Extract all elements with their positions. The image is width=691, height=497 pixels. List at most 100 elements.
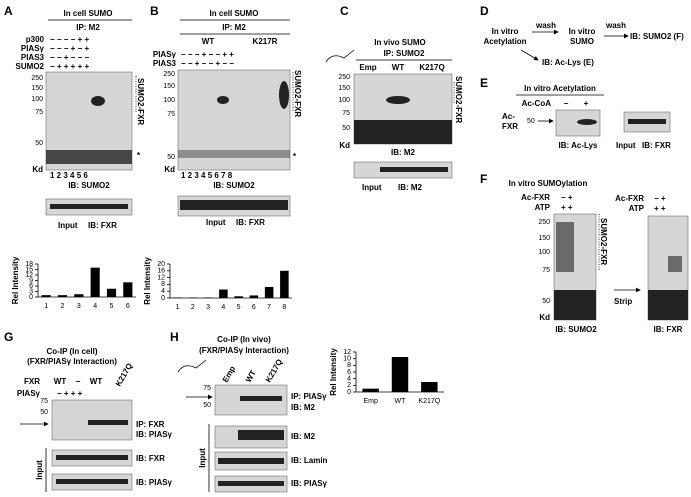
header: In cell SUMO: [64, 9, 113, 18]
panel-c: C In vivo SUMO IP: SUMO2 Emp WT K217Q 25…: [325, 4, 463, 192]
ib-label: IB: M2: [398, 183, 423, 192]
y-tick-label: 12: [343, 349, 351, 356]
ib-label: IB: SUMO2: [555, 325, 597, 334]
step: In vitro: [492, 27, 519, 36]
ib-label: IB: M2: [291, 403, 316, 412]
row-label: SUMO2: [16, 62, 45, 71]
y-tick-label: 0: [347, 389, 351, 396]
header: In vitro Acetylation: [524, 84, 596, 93]
marker: 75: [167, 111, 175, 118]
row-signs: − − + − − + − −: [181, 59, 234, 68]
x-tick-label: 3: [206, 304, 210, 311]
bar: [249, 295, 259, 298]
y-tick-label: 12: [25, 272, 33, 279]
x-tick-label: 3: [77, 303, 81, 310]
marker: Kd: [164, 165, 175, 174]
marker: 50: [527, 118, 535, 125]
ib-label: IB: SUMO2: [213, 181, 255, 190]
row-signs: − − + − − −: [50, 53, 89, 62]
bar: [280, 270, 289, 298]
bar: [74, 294, 84, 297]
marker: Kd: [339, 141, 350, 150]
star: *: [293, 152, 297, 161]
panel-letter: G: [4, 330, 13, 344]
row-signs: + +: [654, 204, 666, 213]
sign: +: [584, 99, 589, 108]
panel-letter: C: [340, 4, 349, 18]
marker: 50: [167, 154, 175, 161]
marker: 75: [40, 398, 48, 405]
row-label: ATP: [629, 204, 645, 213]
ib-label: IB: FXR: [654, 325, 683, 334]
header: Co-IP (In vivo): [217, 335, 271, 344]
row-label: PIAS3: [153, 59, 177, 68]
x-tick-label: Emp: [363, 398, 378, 405]
header: In cell SUMO: [210, 9, 259, 18]
y-tick-label: 6: [347, 369, 351, 376]
panel-letter: B: [150, 4, 159, 18]
x-tick-label: 5: [237, 304, 241, 311]
y-tick-label: 8: [161, 281, 165, 288]
ib-label: IB: PIASγ: [136, 430, 173, 439]
bar: [391, 357, 409, 392]
row-label: PIASγ: [21, 44, 45, 53]
group-label: WT: [202, 37, 215, 46]
y-tick-label: 2: [347, 382, 351, 389]
y-tick-label: 4: [161, 288, 165, 295]
ib-label: IB: FXR: [136, 454, 165, 463]
panel-d: D In vitro Acetylation wash In vitro SUM…: [480, 4, 684, 67]
input-label: Input: [206, 218, 226, 227]
marker: 75: [342, 110, 350, 117]
row-signs: + +: [561, 203, 573, 212]
x-tick-label: 2: [61, 303, 65, 310]
band-label: SUMO2-FXR: [136, 78, 145, 125]
marker: 75: [35, 109, 43, 116]
bar: [234, 296, 243, 298]
panel-letter: F: [480, 172, 487, 186]
panel-e: E In vitro Acetylation Ac-CoA − + Ac- FX…: [480, 76, 671, 150]
y-tick-label: 0: [161, 295, 165, 302]
bar: [264, 286, 274, 298]
bar: [219, 289, 228, 298]
y-tick-label: 16: [157, 268, 165, 275]
step: Acetylation: [483, 37, 526, 46]
y-tick-label: 8: [347, 362, 351, 369]
panel-letter: D: [480, 4, 489, 18]
y-tick-label: 20: [157, 261, 165, 268]
sign: −: [564, 99, 569, 108]
header: Co-IP (In cell): [47, 347, 98, 356]
blot: [177, 69, 291, 171]
row-signs: − − − + − +: [50, 44, 89, 53]
input-label: Input: [58, 221, 78, 230]
ib-label: IB: FXR: [236, 218, 265, 227]
marker: 150: [163, 83, 175, 90]
x-tick-label: 6: [252, 304, 256, 311]
row-label: p300: [26, 35, 45, 44]
row-signs: − +: [654, 194, 666, 203]
row-signs: − − − − + +: [50, 35, 89, 44]
marker: 250: [538, 219, 550, 226]
y-axis-label: Rel Intensity: [329, 348, 338, 396]
lane-label: −: [76, 377, 81, 386]
ip-label: IP: SUMO2: [384, 49, 425, 58]
bar: [106, 288, 117, 297]
ib-label: IB: SUMO2: [68, 181, 110, 190]
ib-label: IB: FXR: [88, 221, 117, 230]
marker: 250: [31, 75, 43, 82]
y-tick-label: 6: [29, 283, 33, 290]
wash: wash: [605, 21, 626, 30]
marker: 100: [163, 97, 175, 104]
bar: [57, 295, 68, 297]
x-tick-label: 4: [93, 303, 97, 310]
y-tick-label: 0: [29, 294, 33, 301]
x-tick-label: 5: [110, 303, 114, 310]
wash: wash: [535, 21, 556, 30]
y-tick-label: 15: [25, 266, 33, 273]
y-tick-label: 10: [343, 356, 351, 363]
panel-b: B In cell SUMO IP: M2 WT K217R PIASγ − −…: [150, 4, 302, 227]
y-tick-label: 4: [347, 376, 351, 383]
bar: [173, 297, 182, 298]
band-label: SUMO2-FXR: [293, 70, 302, 117]
input-label: Input: [198, 448, 207, 468]
